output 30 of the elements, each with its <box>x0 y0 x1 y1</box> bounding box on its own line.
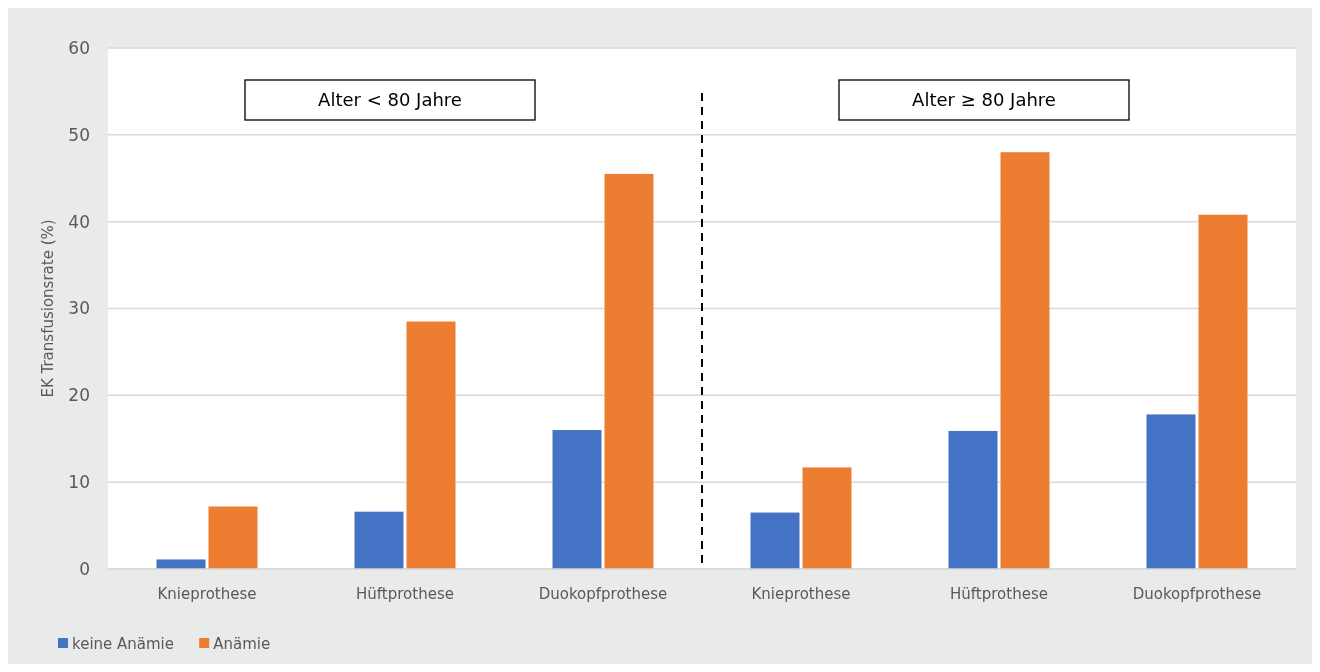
bar <box>750 512 800 569</box>
bar <box>948 430 998 569</box>
x-tick-label: Duokopfprothese <box>1132 585 1262 603</box>
bar <box>354 511 404 569</box>
legend-label: Anämie <box>213 635 271 654</box>
bar <box>1000 152 1050 569</box>
y-tick-label: 20 <box>68 385 90 406</box>
bar <box>156 559 206 569</box>
bar <box>208 506 258 569</box>
y-tick-label: 30 <box>68 298 90 319</box>
bar <box>604 173 654 569</box>
y-tick-label: 0 <box>79 558 90 579</box>
bar <box>1198 214 1248 569</box>
bar <box>406 321 456 569</box>
legend-label: keine Anämie <box>72 635 175 654</box>
annotation: Alter ≥ 80 Jahre <box>912 89 1056 111</box>
annotation: Alter < 80 Jahre <box>318 89 462 111</box>
bar <box>1146 414 1196 569</box>
x-tick-label: Hüftprothese <box>356 585 454 603</box>
bar <box>802 467 852 569</box>
x-tick-label: Knieprothese <box>157 585 257 603</box>
bar <box>552 430 602 569</box>
x-tick-label: Knieprothese <box>751 585 851 603</box>
y-tick-label: 60 <box>68 37 90 58</box>
x-tick-label: Duokopfprothese <box>538 585 668 603</box>
y-tick-label: 40 <box>68 211 90 232</box>
y-tick-label: 50 <box>68 124 90 145</box>
x-tick-label: Hüftprothese <box>950 585 1048 603</box>
y-tick-label: 10 <box>68 472 90 493</box>
y-axis-title: EK Transfusionsrate (%) <box>39 219 57 398</box>
